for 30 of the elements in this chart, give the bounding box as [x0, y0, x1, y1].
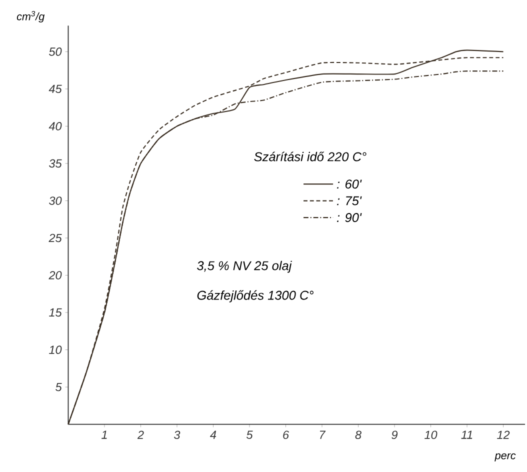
x-tick-label: 10	[424, 430, 438, 440]
y-tick-label: 20	[48, 271, 62, 280]
x-axis-title: perc	[494, 454, 516, 462]
x-tick-label: 8	[355, 430, 362, 440]
y-tick-label: 5	[56, 383, 62, 392]
x-tick-label: 1	[102, 430, 107, 440]
y-tick-label: 50	[48, 48, 62, 56]
legend-label: : 75'	[337, 196, 362, 206]
legend-label: : 60'	[337, 180, 362, 189]
y-tick-label: 40	[48, 122, 62, 131]
x-tick-label: 7	[320, 430, 326, 440]
x-tick-label: 11	[461, 430, 472, 440]
annotation: 3,5 % NV 25 olaj	[197, 261, 292, 273]
y-tick-label: 30	[49, 196, 62, 206]
y-tick-label: 25	[48, 234, 62, 242]
x-tick-label: 4	[210, 430, 216, 440]
legend-label: : 90'	[337, 213, 362, 222]
y-tick-label: 10	[49, 346, 62, 354]
y-tick-label: 45	[48, 85, 62, 94]
x-tick-label: 6	[283, 430, 290, 440]
y-axis-title: cm$^{3}$/g	[16, 11, 45, 23]
x-tick-label: 3	[174, 430, 180, 440]
x-tick-label: 9	[392, 430, 398, 440]
y-tick-label: 35	[49, 160, 62, 168]
x-tick-label: 5	[246, 430, 253, 440]
x-tick-label: 12	[497, 430, 510, 440]
legend-title: Szárítási idő 220 C°	[254, 152, 366, 162]
annotation: Gázfejlődés 1300 C°	[197, 290, 314, 303]
y-tick-label: 15	[49, 308, 62, 317]
x-tick-label: 2	[137, 430, 144, 440]
